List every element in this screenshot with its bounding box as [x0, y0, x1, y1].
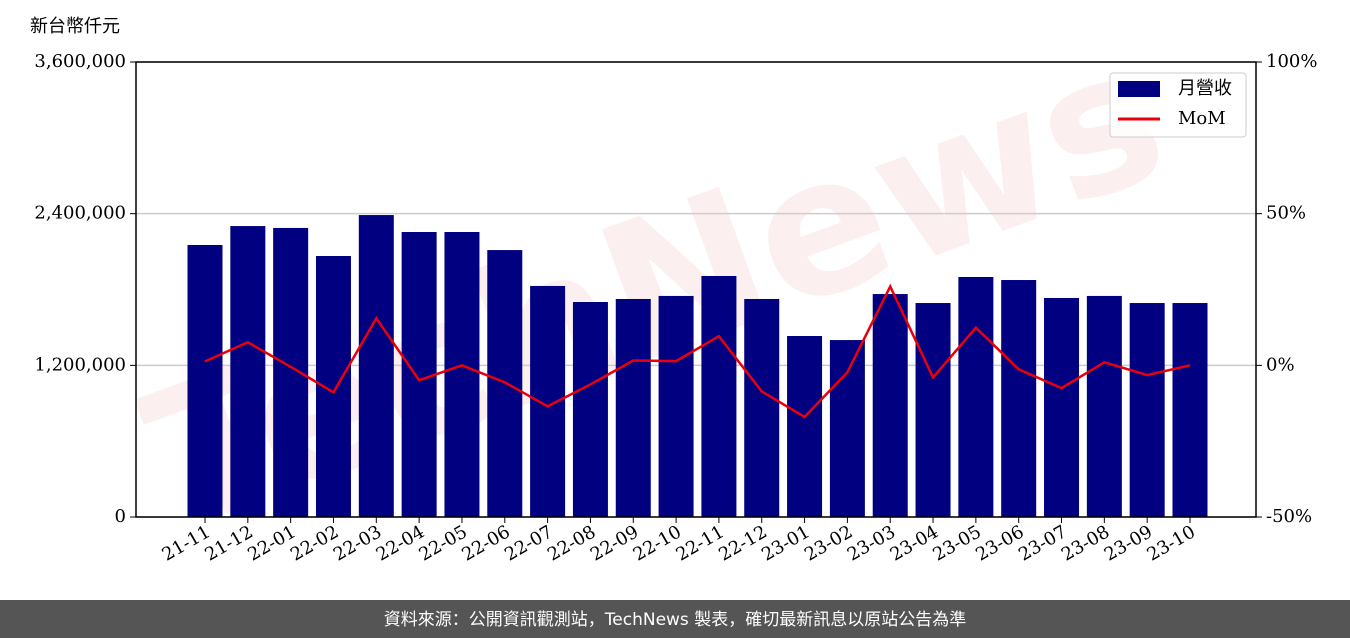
x-tick-label: 22-08: [544, 521, 599, 565]
bar: [658, 295, 694, 517]
bar: [872, 294, 908, 517]
bar: [787, 336, 823, 517]
bar: [315, 256, 351, 517]
x-tick-label: 23-10: [1144, 521, 1199, 565]
bar: [915, 303, 951, 517]
y-tick-label: 2,400,000: [34, 203, 126, 224]
x-tick-label: 23-01: [758, 521, 813, 565]
y-tick-label: 3,600,000: [34, 51, 126, 72]
x-tick-label: 23-03: [844, 521, 899, 565]
bar: [401, 231, 437, 518]
x-tick-label: 22-04: [373, 521, 428, 565]
y2-tick-label: 100%: [1266, 51, 1317, 72]
y2-tick-label: -50%: [1266, 506, 1312, 527]
x-tick-label: 23-06: [972, 521, 1027, 565]
bar: [615, 298, 651, 517]
x-tick-label: 22-09: [587, 521, 642, 565]
legend-swatch: [1118, 81, 1160, 97]
x-tick-label: 23-08: [1058, 521, 1113, 565]
x-tick-label: 23-02: [801, 521, 856, 565]
legend-label: 月營收: [1178, 78, 1232, 99]
x-tick-label: 23-07: [1015, 521, 1070, 565]
y2-tick-label: 50%: [1266, 203, 1306, 224]
bar: [530, 285, 566, 517]
x-tick-label: 22-05: [416, 521, 471, 565]
x-tick-label: 22-03: [330, 521, 385, 565]
footer-band: [0, 600, 1350, 638]
x-tick-label: 22-11: [672, 521, 727, 565]
y-tick-label: 0: [115, 506, 126, 527]
bar: [1086, 295, 1122, 517]
x-tick-label: 23-05: [929, 521, 984, 565]
plot-frame: [135, 61, 1257, 518]
footer-text: 資料來源：公開資訊觀測站，TechNews 製表，確切最新訊息以原站公告為準: [384, 610, 966, 630]
x-tick-label: 23-09: [1101, 521, 1156, 565]
legend-label: MoM: [1178, 108, 1226, 129]
bar: [1001, 280, 1037, 517]
line: [204, 283, 1191, 419]
bar: [1129, 303, 1165, 517]
x-tick-label: 22-10: [630, 521, 685, 565]
bar: [187, 245, 223, 517]
bar: [744, 298, 780, 517]
bar: [358, 215, 394, 517]
x-tick-label: 22-07: [501, 521, 556, 565]
bar: [230, 226, 266, 517]
bar: [572, 302, 608, 517]
x-tick-label: 22-12: [715, 521, 770, 565]
bar: [444, 231, 480, 518]
y-tick-label: 1,200,000: [34, 354, 126, 375]
bar: [1044, 297, 1080, 517]
bar: [829, 340, 865, 517]
bar: [1172, 303, 1208, 517]
bar: [701, 275, 737, 517]
y-axis-label: 新台幣仟元: [30, 16, 120, 37]
bar: [958, 276, 994, 517]
bar: [273, 227, 309, 517]
x-tick-label: 23-04: [887, 521, 942, 565]
y2-tick-label: 0%: [1266, 354, 1295, 375]
x-tick-label: 22-06: [458, 521, 513, 565]
